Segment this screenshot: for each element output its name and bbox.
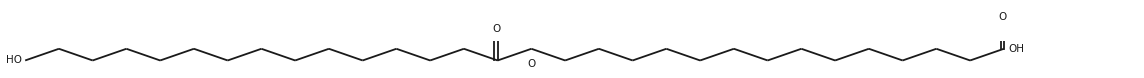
Text: OH: OH [1009,44,1024,54]
Text: O: O [998,12,1007,22]
Text: O: O [527,59,535,69]
Text: HO: HO [6,55,22,65]
Text: O: O [492,24,500,34]
